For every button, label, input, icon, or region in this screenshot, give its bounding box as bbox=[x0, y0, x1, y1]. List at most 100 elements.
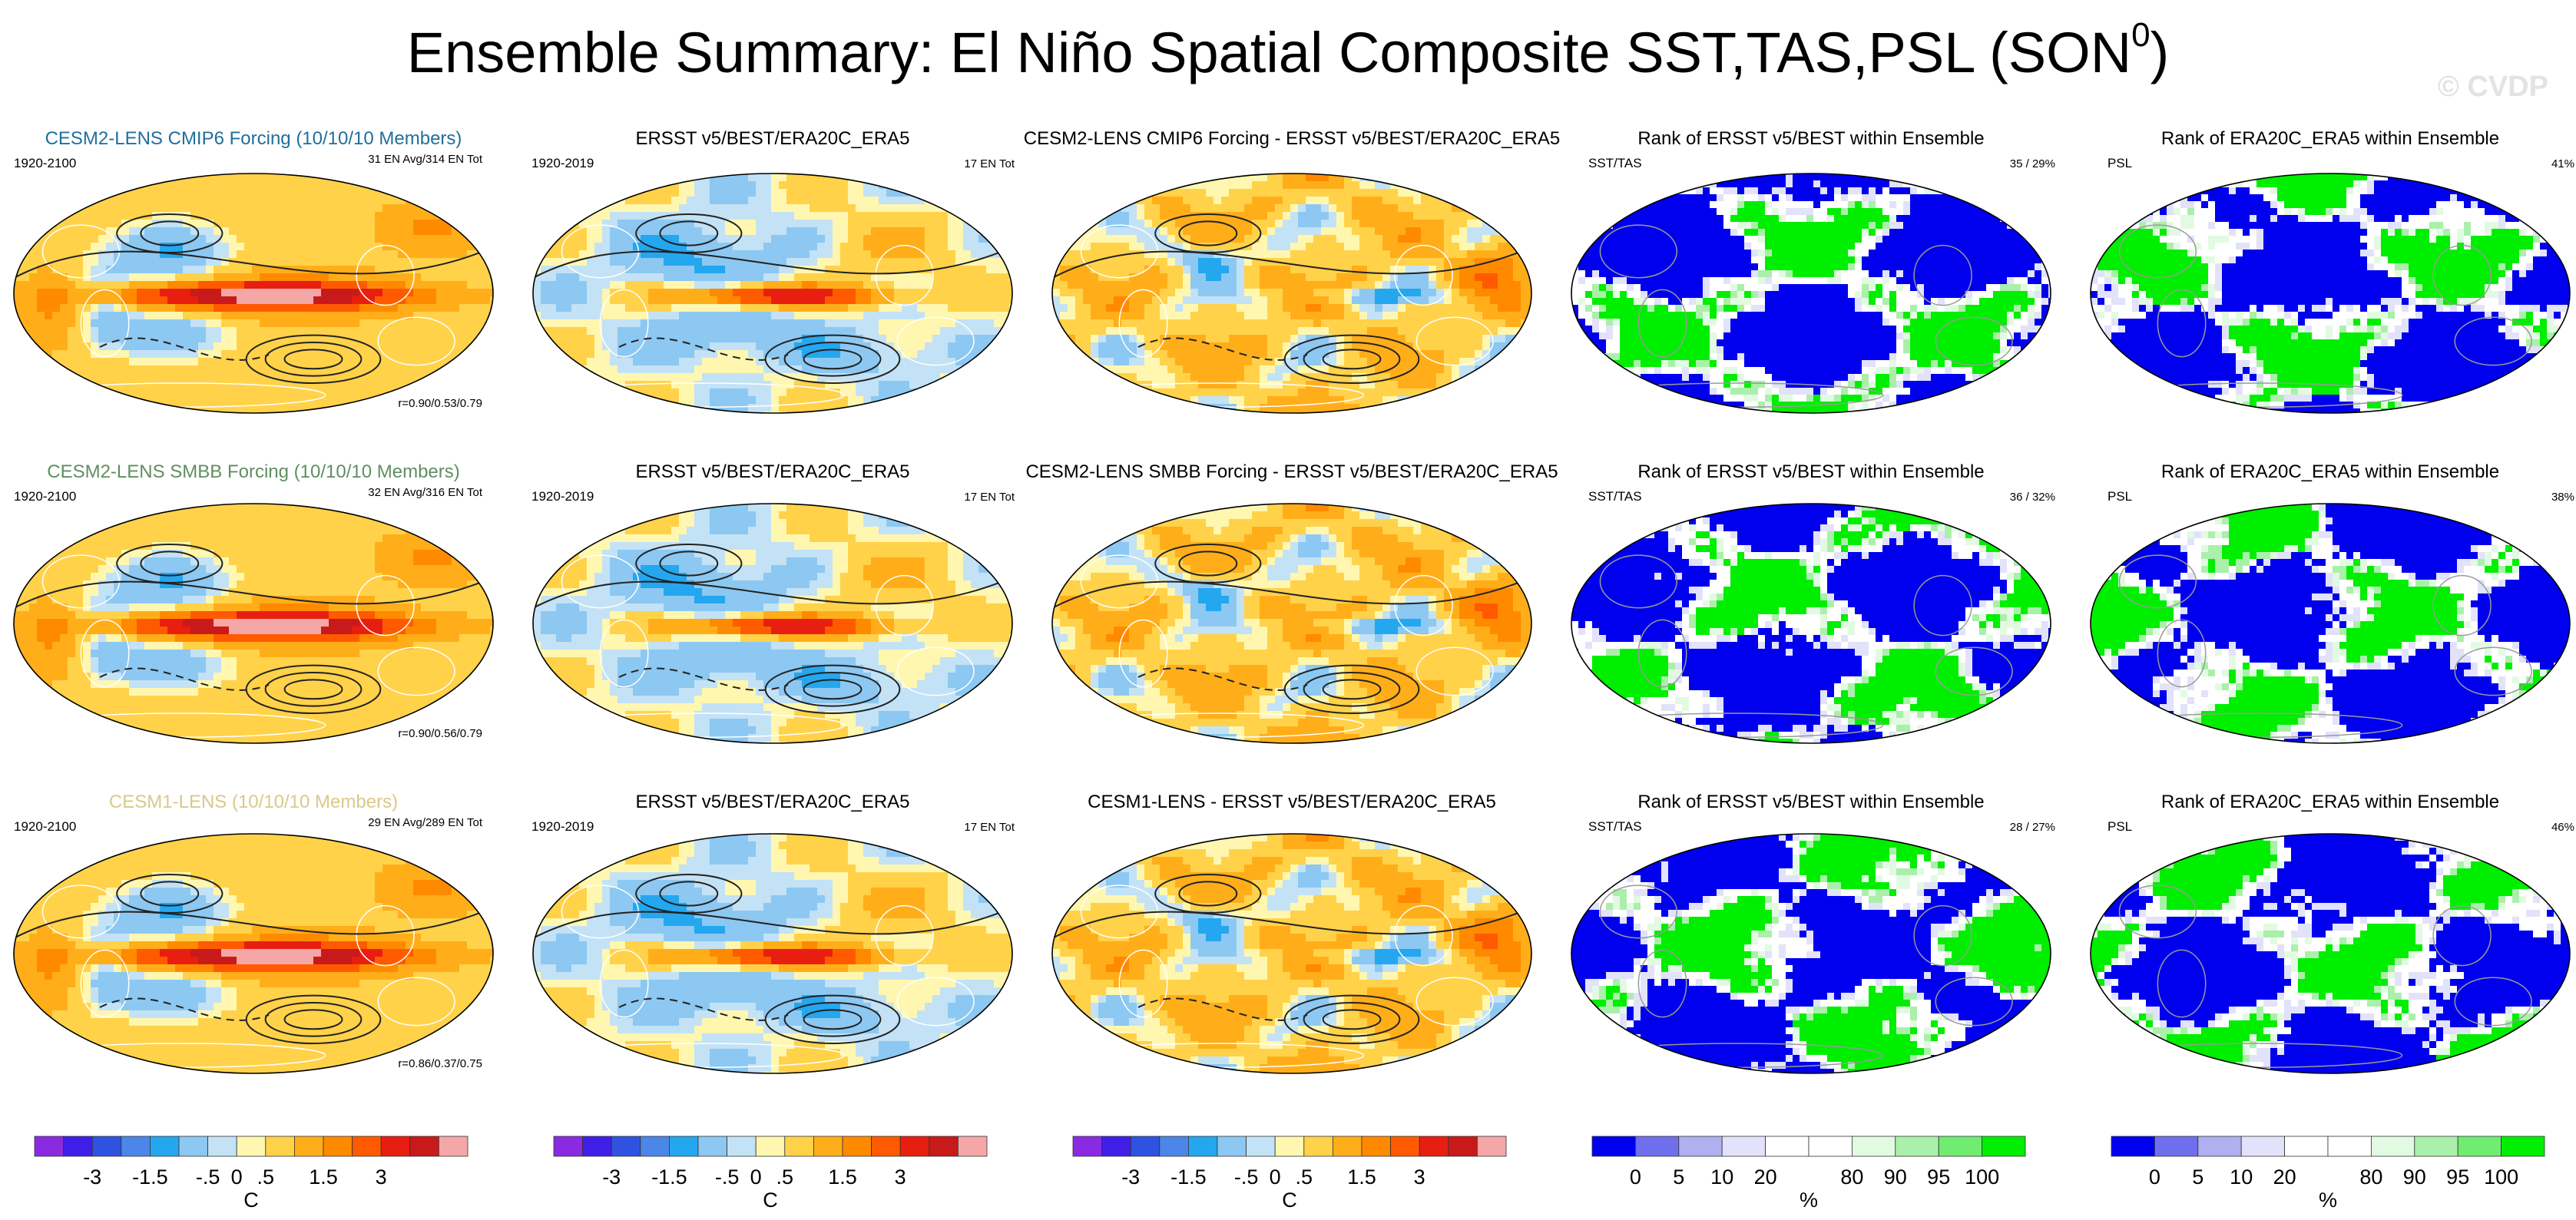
map-cell bbox=[152, 327, 161, 336]
map-cell bbox=[352, 212, 360, 220]
map-cell bbox=[717, 220, 726, 228]
map-cell bbox=[198, 235, 207, 243]
map-cell bbox=[725, 281, 733, 289]
map-cell bbox=[1252, 319, 1260, 328]
map-cell bbox=[60, 258, 68, 266]
map-cell bbox=[671, 396, 680, 405]
map-cell bbox=[1283, 266, 1291, 274]
map-cell bbox=[306, 174, 314, 182]
map-cell bbox=[1490, 342, 1498, 351]
map-cell bbox=[802, 204, 810, 213]
map-cell bbox=[1244, 220, 1253, 228]
map-cell bbox=[548, 327, 557, 336]
map-cell bbox=[390, 258, 399, 266]
map-cell bbox=[1137, 266, 1145, 274]
map-cell bbox=[625, 350, 634, 359]
map-cell bbox=[579, 358, 588, 366]
map-cell bbox=[298, 197, 306, 205]
map-cell bbox=[190, 197, 199, 205]
map-cell bbox=[1206, 350, 1214, 359]
map-cell bbox=[144, 342, 153, 351]
map-cell bbox=[733, 296, 741, 305]
map-cell bbox=[863, 258, 872, 266]
map-cell bbox=[564, 296, 572, 305]
map-cell bbox=[610, 358, 618, 366]
map-cell bbox=[756, 327, 764, 336]
map-cell bbox=[45, 235, 53, 243]
map-cell bbox=[298, 304, 306, 312]
map-cell bbox=[75, 327, 84, 336]
map-cell bbox=[664, 227, 672, 236]
map-cell bbox=[290, 235, 299, 243]
map-cell bbox=[1221, 381, 1230, 389]
map-cell bbox=[1321, 312, 1329, 320]
map-cell bbox=[290, 350, 299, 359]
map-cell bbox=[833, 388, 841, 397]
map-cell bbox=[252, 235, 260, 243]
map-cell bbox=[1237, 204, 1245, 213]
map-cell bbox=[237, 304, 245, 312]
map-cell bbox=[106, 273, 114, 282]
map-cell bbox=[1467, 258, 1475, 266]
map-cell bbox=[206, 296, 214, 305]
map-cell bbox=[579, 227, 588, 236]
map-cell bbox=[856, 381, 864, 389]
map-cell bbox=[641, 388, 649, 397]
map-cell bbox=[190, 243, 199, 251]
map-cell bbox=[313, 381, 322, 389]
map-cell bbox=[541, 312, 549, 320]
map-cell bbox=[1352, 365, 1360, 374]
map-cell bbox=[763, 174, 772, 182]
map-cell bbox=[290, 273, 299, 282]
map-cell bbox=[1160, 227, 1168, 236]
map-cell bbox=[1206, 373, 1214, 382]
map-cell bbox=[121, 250, 130, 259]
map-cell bbox=[1237, 181, 1245, 190]
map-cell bbox=[1106, 281, 1114, 289]
map-cell bbox=[1467, 304, 1475, 312]
map-cell bbox=[825, 227, 833, 236]
map-cell bbox=[283, 319, 291, 328]
map-cell bbox=[1406, 296, 1414, 305]
coastline bbox=[896, 316, 975, 366]
map-cell bbox=[260, 266, 268, 274]
map-cell bbox=[902, 220, 910, 228]
map-cell bbox=[1390, 212, 1399, 220]
map-cell bbox=[625, 335, 634, 343]
map-cell bbox=[1313, 243, 1322, 251]
map-cell bbox=[1183, 365, 1191, 374]
map-cell bbox=[940, 258, 949, 266]
map-cell bbox=[1329, 258, 1337, 266]
map-cell bbox=[467, 312, 475, 320]
map-cell bbox=[1382, 181, 1391, 190]
map-cell bbox=[298, 250, 306, 259]
map-cell bbox=[1244, 250, 1253, 259]
map-cell bbox=[1390, 358, 1399, 366]
map-cell bbox=[1490, 327, 1498, 336]
map-cell bbox=[237, 181, 245, 190]
map-cell bbox=[740, 335, 749, 343]
map-cell bbox=[290, 296, 299, 305]
map-cell bbox=[1306, 250, 1314, 259]
map-cell bbox=[1114, 258, 1122, 266]
map-cell bbox=[733, 174, 741, 182]
map-cell bbox=[183, 327, 191, 336]
map-cell bbox=[1375, 381, 1383, 389]
map-cell bbox=[648, 266, 657, 274]
map-cell bbox=[1183, 273, 1191, 282]
map-cell bbox=[1206, 289, 1214, 297]
map-cell bbox=[1382, 342, 1391, 351]
map-cell bbox=[1083, 281, 1091, 289]
map-cell bbox=[1390, 296, 1399, 305]
map-cell bbox=[971, 327, 979, 336]
map-cell bbox=[452, 273, 460, 282]
map-cell bbox=[1313, 227, 1322, 236]
map-cell bbox=[152, 365, 161, 374]
map-cell bbox=[160, 220, 168, 228]
map-cell bbox=[1869, 194, 1876, 202]
map-cell bbox=[313, 396, 322, 405]
map-cell bbox=[1252, 181, 1260, 190]
map-cell bbox=[1452, 373, 1460, 382]
map-cell bbox=[1298, 319, 1306, 328]
map-cell bbox=[1214, 304, 1222, 312]
